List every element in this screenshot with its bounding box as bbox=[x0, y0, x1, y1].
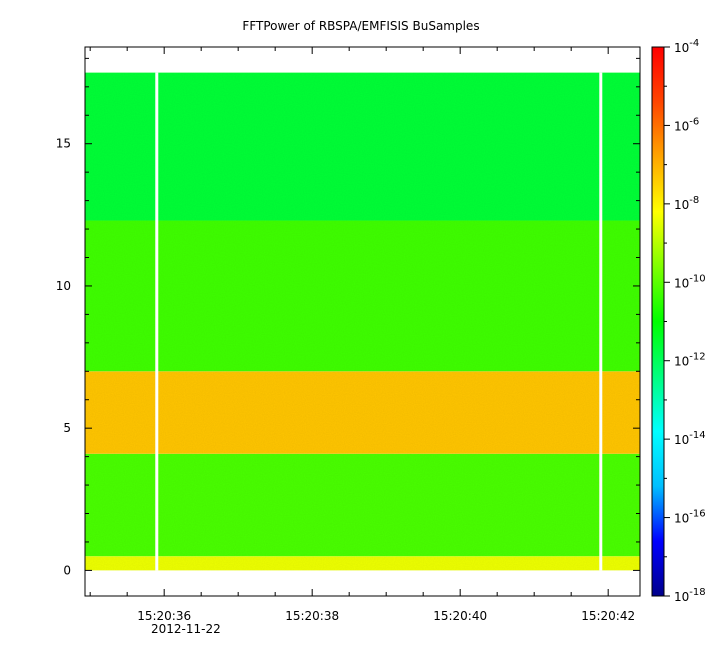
colorbar-tick-exponent: -6 bbox=[689, 116, 699, 127]
x-axis: 15:20:36 15:20:38 15:20:40 15:20:42 bbox=[89, 47, 635, 623]
heatmap-bands bbox=[85, 72, 640, 571]
colorbar-tick-base: 10 bbox=[674, 355, 689, 369]
y-tick-label: 5 bbox=[63, 421, 71, 435]
colorbar-tick-exponent: -8 bbox=[689, 195, 699, 206]
colorbar-tick-label: 10-4 bbox=[674, 38, 699, 55]
colorbar-tick-base: 10 bbox=[674, 433, 689, 447]
colorbar-tick-base: 10 bbox=[674, 276, 689, 290]
colorbar-tick-exponent: -14 bbox=[689, 430, 705, 441]
colorbar-tick-base: 10 bbox=[674, 41, 689, 55]
colorbar-tick-label: 10-16 bbox=[674, 509, 706, 526]
colorbar-tick-exponent: -4 bbox=[689, 38, 699, 49]
colorbar-tick-label: 10-6 bbox=[674, 116, 699, 133]
colorbar-tick-base: 10 bbox=[674, 590, 689, 604]
x-tick-label: 15:20:38 bbox=[285, 609, 339, 623]
data-gap-1 bbox=[599, 72, 603, 571]
heatmap-band-0 bbox=[85, 556, 640, 571]
colorbar-tick-label: 10-18 bbox=[674, 587, 706, 604]
colorbar-tick-exponent: -16 bbox=[689, 509, 705, 520]
heatmap-band-4 bbox=[85, 72, 640, 221]
x-tick-label: 15:20:40 bbox=[433, 609, 487, 623]
plot-frame bbox=[84, 46, 641, 597]
colorbar-tick-label: 10-10 bbox=[674, 273, 706, 290]
heatmap-band-2 bbox=[85, 371, 640, 454]
spectrogram-heatmap bbox=[85, 72, 640, 571]
y-axis: 0 5 10 15 bbox=[56, 57, 640, 577]
x-tick-label: 15:20:42 bbox=[581, 609, 635, 623]
colorbar-tick-base: 10 bbox=[674, 512, 689, 526]
chart-title: FFTPower of RBSPA/EMFISIS BuSamples bbox=[242, 19, 479, 33]
colorbar-tick-exponent: -10 bbox=[689, 273, 705, 284]
y-tick-label: 15 bbox=[56, 137, 71, 151]
colorbar-tick-label: 10-14 bbox=[674, 430, 706, 447]
colorbar-tick-base: 10 bbox=[674, 119, 689, 133]
heatmap-band-1 bbox=[85, 453, 640, 557]
heatmap-band-3 bbox=[85, 220, 640, 372]
x-date-label: 2012-11-22 bbox=[151, 622, 221, 636]
colorbar-tick-label: 10-12 bbox=[674, 352, 706, 369]
colorbar bbox=[651, 46, 665, 597]
y-tick-label: 0 bbox=[63, 563, 71, 577]
colorbar-tick-exponent: -18 bbox=[689, 587, 705, 598]
colorbar-tick-base: 10 bbox=[674, 198, 689, 212]
colorbar-tick-exponent: -12 bbox=[689, 352, 705, 363]
data-gap-0 bbox=[155, 72, 159, 571]
colorbar-tick-label: 10-8 bbox=[674, 195, 699, 212]
x-tick-label: 15:20:36 bbox=[137, 609, 191, 623]
y-tick-label: 10 bbox=[56, 279, 71, 293]
